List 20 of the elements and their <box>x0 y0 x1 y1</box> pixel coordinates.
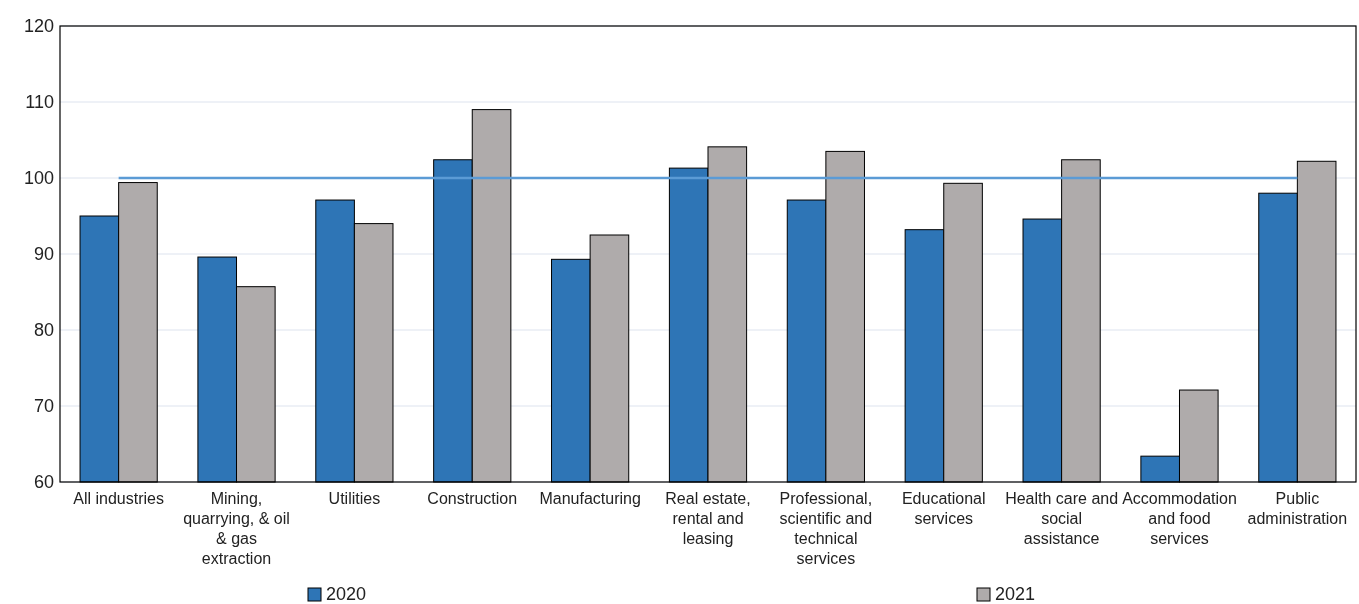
y-tick-label: 110 <box>25 92 54 113</box>
y-tick-label: 90 <box>33 244 54 265</box>
x-tick-label: Educational services <box>901 490 986 527</box>
x-tick-label: Real estate, rental and leasing <box>665 490 751 547</box>
y-tick-label: 60 <box>33 472 54 493</box>
y-tick-label: 80 <box>33 320 54 341</box>
x-tick-label: Professional, scientific and technical services <box>779 490 873 567</box>
x-tick-label: Manufacturing <box>539 490 641 507</box>
x-tick-label: Accommodation and food services <box>1122 490 1237 547</box>
x-tick-label: Utilities <box>328 490 381 507</box>
x-tick-label: Health care and social assistance <box>1005 490 1119 547</box>
x-tick-label: Mining, quarrying, & oil & gas extraction <box>183 490 290 567</box>
legend-label: 2021 <box>995 584 1036 604</box>
x-tick-label: Construction <box>427 490 518 507</box>
legend-label: 2020 <box>326 584 367 604</box>
x-tick-label: All industries <box>73 490 164 507</box>
y-tick-label: 100 <box>23 168 54 189</box>
y-tick-label: 70 <box>33 396 54 417</box>
y-tick-label: 120 <box>23 16 54 37</box>
x-tick-label: Public administration <box>1247 490 1348 527</box>
